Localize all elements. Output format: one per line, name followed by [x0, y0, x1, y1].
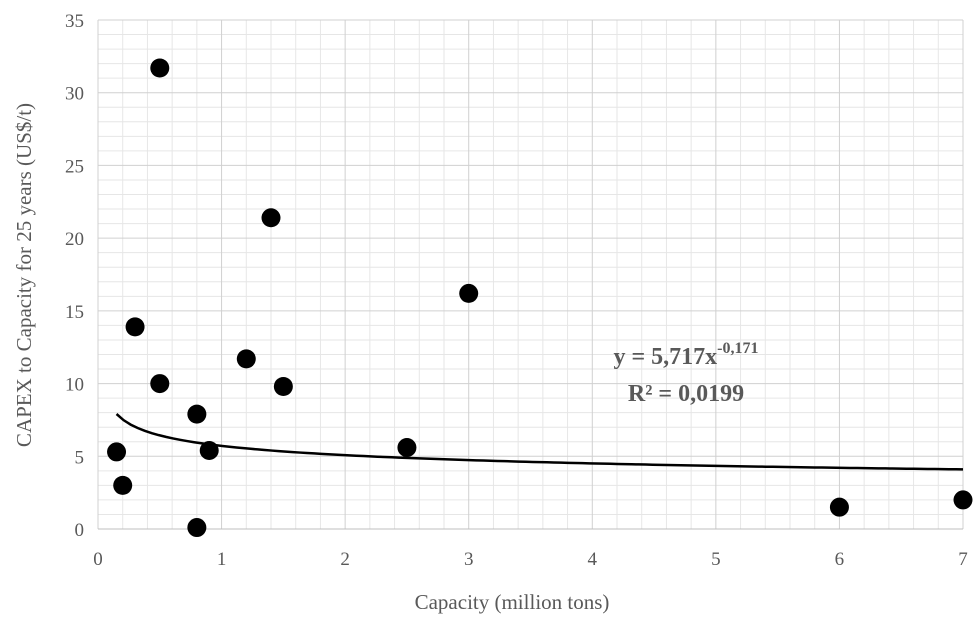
- data-points: [107, 58, 973, 538]
- y-tick-labels: 0 5 10 15 20 25 30 35: [65, 11, 84, 541]
- y-tick-label: 30: [65, 84, 84, 105]
- x-axis-title: Capacity (million tons): [415, 590, 610, 614]
- data-point: [187, 518, 207, 538]
- data-point: [150, 58, 170, 78]
- data-point: [261, 208, 281, 228]
- data-point: [199, 440, 219, 460]
- data-point: [459, 283, 479, 303]
- x-tick-label: 5: [711, 549, 721, 570]
- data-point: [397, 438, 417, 458]
- x-tick-labels: 0 1 2 3 4 5 6 7: [93, 549, 968, 570]
- y-tick-label: 0: [75, 520, 85, 541]
- y-tick-label: 20: [65, 229, 84, 250]
- x-tick-label: 1: [217, 549, 227, 570]
- data-point: [187, 404, 207, 424]
- y-tick-label: 10: [65, 375, 84, 396]
- data-point: [236, 349, 256, 369]
- data-point: [113, 475, 133, 495]
- x-tick-label: 0: [93, 549, 103, 570]
- y-tick-label: 5: [75, 447, 85, 468]
- equation-base: y = 5,717x: [613, 344, 717, 370]
- x-tick-label: 4: [588, 549, 598, 570]
- data-point: [125, 317, 145, 337]
- x-tick-label: 2: [340, 549, 350, 570]
- y-tick-label: 25: [65, 156, 84, 177]
- major-gridlines: [97, 19, 964, 529]
- data-point: [273, 376, 293, 396]
- x-tick-label: 7: [958, 549, 968, 570]
- x-tick-label: 3: [464, 549, 474, 570]
- r-squared-label: R² = 0,0199: [628, 381, 744, 407]
- x-tick-label: 6: [835, 549, 845, 570]
- y-tick-label: 35: [65, 11, 84, 32]
- power-trendline: [115, 413, 964, 471]
- equation-exponent: -0,171: [717, 340, 758, 357]
- minor-gridlines: [98, 20, 964, 529]
- data-point: [107, 442, 127, 462]
- trendline-equation: y = 5,717x-0,171: [613, 340, 758, 370]
- data-point: [829, 497, 849, 517]
- data-point: [953, 490, 973, 510]
- data-point: [150, 374, 170, 394]
- y-axis-title: CAPEX to Capacity for 25 years (US$/t): [12, 103, 36, 447]
- y-tick-label: 15: [65, 302, 84, 323]
